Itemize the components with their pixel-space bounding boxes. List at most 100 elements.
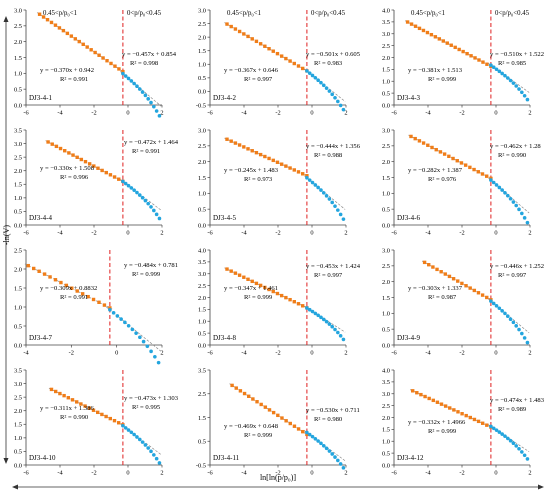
y-tick-label: 4.0 [198, 247, 206, 254]
high-pressure-r2: R² = 0.991 [60, 294, 88, 301]
low-pressure-trendline [106, 306, 162, 352]
high-pressure-point [254, 281, 259, 286]
low-pressure-point [517, 447, 521, 451]
high-pressure-point [225, 22, 229, 26]
high-pressure-point [413, 136, 417, 141]
y-tick-label: 4.0 [382, 7, 390, 14]
high-pressure-point [83, 404, 87, 408]
low-pressure-point [310, 309, 315, 314]
low-pressure-equation: y = −0.473x + 1.303 [124, 395, 179, 402]
high-pressure-point [430, 145, 434, 150]
low-pressure-point [497, 430, 502, 434]
low-pressure-point [149, 449, 153, 454]
low-pressure-point [494, 304, 499, 308]
high-pressure-point [473, 56, 477, 60]
high-pressure-equation: y = −0.245x + 1.483 [224, 167, 279, 174]
low-pressure-point [154, 456, 159, 461]
x-tick-label: 0 [310, 470, 313, 477]
high-pressure-point [288, 421, 292, 426]
low-pressure-point [497, 69, 502, 74]
high-pressure-point [425, 30, 430, 35]
low-pressure-equation: y = −0.474x + 1.483 [490, 397, 545, 404]
low-pressure-point [140, 440, 145, 444]
high-pressure-point [451, 277, 456, 281]
high-pressure-point [441, 39, 445, 43]
low-pressure-point [121, 179, 125, 184]
low-pressure-point [157, 461, 162, 465]
high-pressure-point [271, 289, 275, 294]
y-tick-label: 1.0 [14, 71, 22, 78]
high-pressure-point [57, 26, 62, 30]
low-pressure-point [324, 319, 329, 324]
high-pressure-point [247, 394, 251, 398]
high-pressure-point [263, 154, 267, 159]
high-pressure-r2: R² = 0.997 [244, 76, 273, 83]
axis-span-arrows [3, 16, 544, 490]
high-pressure-point [472, 417, 477, 422]
high-pressure-point [263, 44, 267, 48]
x-tick-label: 0 [494, 230, 497, 237]
high-pressure-point [417, 139, 422, 143]
high-pressure-point [87, 162, 92, 166]
y-tick-label: 2.5 [14, 247, 22, 254]
x-tick-label: 2 [160, 230, 163, 237]
low-pressure-point [489, 63, 493, 68]
x-tick-label: -2 [459, 110, 464, 117]
low-pressure-point [491, 180, 496, 185]
high-pressure-point [67, 151, 71, 155]
y-tick-label: 1.5 [382, 427, 390, 434]
panel-DJ3-4-3: 0.0 0.5 1.0 1.5 2.0 2.5 3.0 3.5 4.0 -6 -4 -2 0 2 y = −… [382, 7, 544, 116]
high-pressure-point [445, 41, 449, 45]
low-pressure-point [145, 344, 150, 349]
x-tick-label: -4 [241, 350, 247, 357]
high-pressure-point [301, 429, 305, 434]
panel-DJ3-4-8: 0.0 0.5 1.0 1.5 2.0 2.5 3.0 3.5 4.0 -6 -4 -2 0 2 y = −… [198, 247, 361, 356]
low-pressure-point [123, 74, 128, 78]
y-tick-label: 0.0 [382, 462, 390, 469]
low-pressure-point [313, 75, 318, 80]
low-pressure-point [522, 336, 527, 340]
high-pressure-point [233, 271, 238, 275]
high-pressure-point [108, 416, 112, 421]
high-pressure-r2: R² = 0.973 [244, 176, 273, 183]
high-pressure-point [435, 400, 440, 404]
low-pressure-point [511, 320, 516, 325]
arrowhead-down [3, 458, 9, 464]
low-pressure-point [511, 441, 516, 446]
x-tick-label: -4 [425, 350, 431, 357]
high-pressure-r2: R² = 0.999 [244, 432, 273, 439]
low-pressure-point [500, 71, 504, 76]
high-pressure-point [468, 286, 472, 290]
y-tick-label: -0.5 [196, 462, 206, 469]
high-pressure-point [427, 263, 431, 267]
x-tick-label: -6 [391, 350, 396, 357]
y-tick-label: 1.5 [198, 175, 206, 182]
low-pressure-point [137, 87, 142, 91]
low-pressure-point [305, 430, 309, 435]
high-pressure-point [263, 405, 268, 409]
sample-label: DJ3-4-5 [213, 214, 236, 222]
high-pressure-point [472, 167, 476, 172]
high-pressure-equation: y = −0.347x + 1.461 [224, 285, 278, 292]
y-tick-label: 1.0 [198, 191, 206, 198]
x-tick-label: -6 [23, 230, 28, 237]
high-pressure-point [229, 139, 233, 143]
low-pressure-point [338, 103, 343, 108]
low-pressure-point [327, 322, 332, 326]
high-pressure-point [292, 61, 296, 66]
high-pressure-range-label: 0.45<p/p₀<1 [43, 10, 77, 17]
high-pressure-point [449, 43, 453, 47]
low-pressure-point [149, 100, 153, 105]
high-pressure-point [271, 410, 276, 415]
x-tick-label: -4 [23, 350, 29, 357]
y-tick-label: 4.0 [382, 367, 390, 374]
high-pressure-point [81, 42, 85, 47]
y-tick-label: 1.0 [14, 195, 22, 202]
high-pressure-point [93, 50, 97, 55]
low-pressure-point [520, 211, 524, 216]
high-pressure-point [70, 286, 74, 290]
low-pressure-point [157, 114, 162, 118]
high-pressure-point [54, 144, 59, 149]
high-pressure-point [37, 269, 41, 273]
high-pressure-point [79, 157, 84, 162]
